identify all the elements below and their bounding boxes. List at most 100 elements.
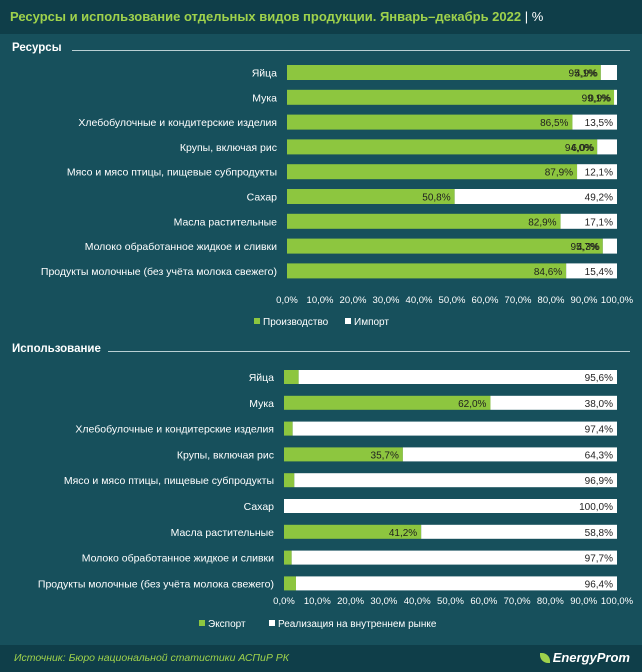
x-tick-label: 60,0% xyxy=(470,596,497,607)
legend-label: Экспорт xyxy=(208,619,246,630)
bar-segment xyxy=(402,447,617,462)
bar-segment xyxy=(294,473,617,488)
x-tick-label: 30,0% xyxy=(373,295,400,306)
data-label: 58,8% xyxy=(585,528,613,539)
data-label: 50,8% xyxy=(422,193,450,204)
section-divider-resources xyxy=(72,50,630,51)
x-tick-label: 80,0% xyxy=(537,596,564,607)
data-label: 94,0% xyxy=(565,143,593,154)
bar-segment xyxy=(284,395,491,410)
category-label: Хлебобулочные и кондитерские изделия xyxy=(75,424,274,436)
category-label: Продукты молочные (без учёта молока свеж… xyxy=(41,266,277,278)
x-tick-label: 20,0% xyxy=(340,295,367,306)
data-label: 95,6% xyxy=(585,373,613,384)
category-label: Масла растительные xyxy=(174,216,278,228)
bar-segment xyxy=(287,213,561,229)
data-label: 4,9% xyxy=(575,69,598,80)
category-label: Мука xyxy=(252,92,277,104)
bar-segment xyxy=(287,164,578,180)
data-label: 82,9% xyxy=(528,217,556,228)
x-tick-label: 50,0% xyxy=(439,295,466,306)
bar-segment xyxy=(287,65,601,80)
x-tick-label: 40,0% xyxy=(406,295,433,306)
bar-segment xyxy=(284,499,617,513)
data-label: 84,6% xyxy=(534,267,562,278)
x-tick-label: 20,0% xyxy=(337,596,364,607)
data-label: 49,2% xyxy=(585,193,613,204)
data-label: 35,7% xyxy=(371,450,399,461)
x-tick-label: 100,0% xyxy=(601,596,634,607)
x-tick-label: 90,0% xyxy=(571,295,598,306)
category-label: Сахар xyxy=(244,501,275,513)
data-label: 15,4% xyxy=(585,267,613,278)
category-label: Яйца xyxy=(252,68,277,80)
bar-segment xyxy=(284,421,293,436)
category-label: Сахар xyxy=(247,192,278,204)
bar-segment xyxy=(560,213,617,229)
brand-logo: EnergyProm xyxy=(539,650,630,665)
category-label: Продукты молочные (без учёта молока свеж… xyxy=(38,578,274,590)
section-title-usage: Использование xyxy=(12,343,101,355)
x-tick-label: 70,0% xyxy=(505,295,532,306)
data-label: 97,4% xyxy=(585,425,613,436)
legend-swatch xyxy=(254,318,260,324)
data-label: 62,0% xyxy=(458,399,486,410)
bar-segment xyxy=(284,524,422,539)
data-label: 86,5% xyxy=(540,118,568,129)
x-tick-label: 80,0% xyxy=(538,295,565,306)
data-label: 96,4% xyxy=(585,579,613,590)
x-tick-label: 70,0% xyxy=(504,596,531,607)
legend-swatch xyxy=(345,318,351,324)
bar-segment xyxy=(284,550,292,565)
category-label: Крупы, включая рис xyxy=(180,142,277,154)
x-tick-label: 60,0% xyxy=(472,295,499,306)
legend-label: Реализация на внутреннем рынке xyxy=(278,619,437,630)
bar-segment xyxy=(287,238,603,254)
x-tick-label: 10,0% xyxy=(307,295,334,306)
bar-segment xyxy=(577,164,617,180)
title-text: Ресурсы и использование отдельных видов … xyxy=(10,9,522,24)
legend-label: Импорт xyxy=(354,317,389,328)
category-label: Мясо и мясо птицы, пищевые субпродукты xyxy=(64,475,274,487)
data-label: 64,3% xyxy=(585,450,613,461)
data-label: 13,5% xyxy=(585,118,613,129)
legend-swatch xyxy=(269,620,275,626)
x-tick-label: 40,0% xyxy=(404,596,431,607)
data-label: 4,3% xyxy=(577,242,600,253)
bar-segment xyxy=(284,447,403,462)
category-label: Яйца xyxy=(249,372,274,384)
data-label: 95,1% xyxy=(568,69,596,80)
bar-segment xyxy=(291,550,617,565)
data-label: 41,2% xyxy=(389,528,417,539)
bar-segment xyxy=(454,189,617,204)
data-label: 99,1% xyxy=(582,93,610,104)
data-label: 96,9% xyxy=(585,476,613,487)
data-label: 17,1% xyxy=(585,217,613,228)
data-label: 87,9% xyxy=(545,168,573,179)
source-note: Источник: Бюро национальной статистики А… xyxy=(14,652,289,664)
x-tick-label: 10,0% xyxy=(304,596,331,607)
bar-segment xyxy=(287,139,598,155)
bar-segment xyxy=(566,263,617,279)
bar-segment xyxy=(284,370,299,384)
section-title-resources: Ресурсы xyxy=(12,42,62,54)
legend-swatch xyxy=(199,620,205,626)
bar-segment xyxy=(287,89,615,105)
unit-label: % xyxy=(531,9,544,24)
legend-label: Производство xyxy=(263,317,329,328)
bar-segment xyxy=(490,395,617,410)
category-label: Мука xyxy=(249,398,274,410)
footer: Источник: Бюро национальной статистики А… xyxy=(0,645,642,672)
data-label: 38,0% xyxy=(585,399,613,410)
bar-segment xyxy=(600,65,617,80)
data-label: 0,9% xyxy=(588,93,611,104)
data-label: 12,1% xyxy=(585,168,613,179)
bar-segment xyxy=(292,421,617,436)
bar-segment xyxy=(295,576,617,591)
logo-text: EnergyProm xyxy=(552,650,630,665)
x-tick-label: 90,0% xyxy=(570,596,597,607)
x-tick-label: 0,0% xyxy=(273,596,295,607)
category-label: Хлебобулочные и кондитерские изделия xyxy=(78,117,277,129)
section-divider-usage xyxy=(108,351,630,352)
